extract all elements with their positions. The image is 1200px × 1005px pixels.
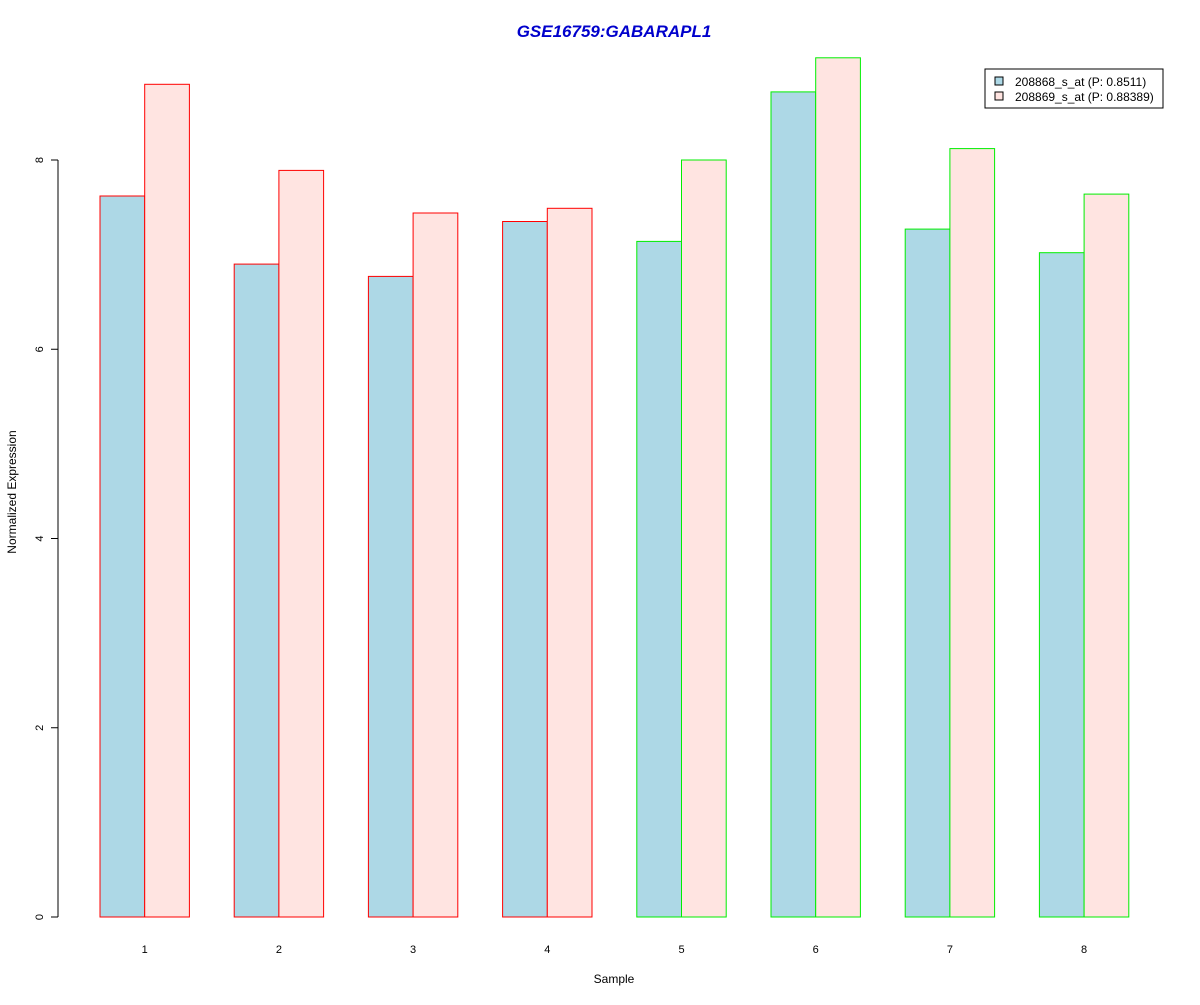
legend: 208868_s_at (P: 0.8511) 208869_s_at (P: … (984, 68, 1164, 109)
y-tick-label: 8 (34, 157, 46, 163)
bar-sample-6-series-1 (770, 91, 817, 918)
x-tick-label: 7 (947, 944, 953, 956)
legend-swatch-series-1 (994, 76, 1004, 86)
bar-sample-4-series-2 (546, 207, 593, 918)
legend-swatch-series-2 (994, 91, 1004, 101)
y-tick-label: 6 (34, 346, 46, 352)
bar-sample-7-series-2 (949, 148, 996, 918)
x-tick-label: 8 (1081, 944, 1087, 956)
bar-sample-2-series-1 (233, 263, 280, 918)
chart-title: GSE16759:GABARAPL1 (517, 22, 712, 41)
x-tick-label: 4 (544, 944, 550, 956)
legend-label-series-2: 208869_s_at (P: 0.88389) (1015, 90, 1154, 104)
x-tick-label: 6 (813, 944, 819, 956)
y-tick-label: 2 (34, 725, 46, 731)
x-axis-tick-labels: 1 2 3 4 5 6 7 8 (142, 944, 1088, 956)
bar-sample-4-series-1 (502, 221, 548, 918)
x-tick-label: 3 (410, 944, 416, 956)
bar-sample-8-series-2 (1083, 193, 1130, 918)
y-tick-label: 0 (34, 914, 46, 920)
bar-sample-7-series-1 (904, 228, 951, 918)
bar-sample-2-series-2 (278, 169, 325, 918)
x-tick-label: 5 (678, 944, 684, 956)
y-axis: 0 2 4 6 8 (34, 157, 59, 920)
legend-box (984, 68, 1164, 109)
x-tick-label: 1 (142, 944, 148, 956)
bar-sample-8-series-1 (1038, 252, 1085, 918)
y-tick-label: 4 (34, 535, 46, 541)
bar-sample-1-series-1 (99, 195, 146, 918)
legend-label-series-1: 208868_s_at (P: 0.8511) (1015, 75, 1146, 89)
bar-sample-5-series-1 (636, 240, 682, 918)
y-axis-title: Normalized Expression (5, 430, 19, 553)
x-axis-title: Sample (594, 972, 635, 986)
x-tick-label: 2 (276, 944, 282, 956)
bar-sample-5-series-2 (681, 159, 727, 918)
bar-sample-3-series-2 (412, 212, 459, 918)
bar-sample-1-series-2 (144, 83, 190, 918)
bar-sample-3-series-1 (367, 275, 414, 918)
bar-sample-6-series-2 (815, 57, 861, 918)
bar-group (99, 57, 1130, 918)
